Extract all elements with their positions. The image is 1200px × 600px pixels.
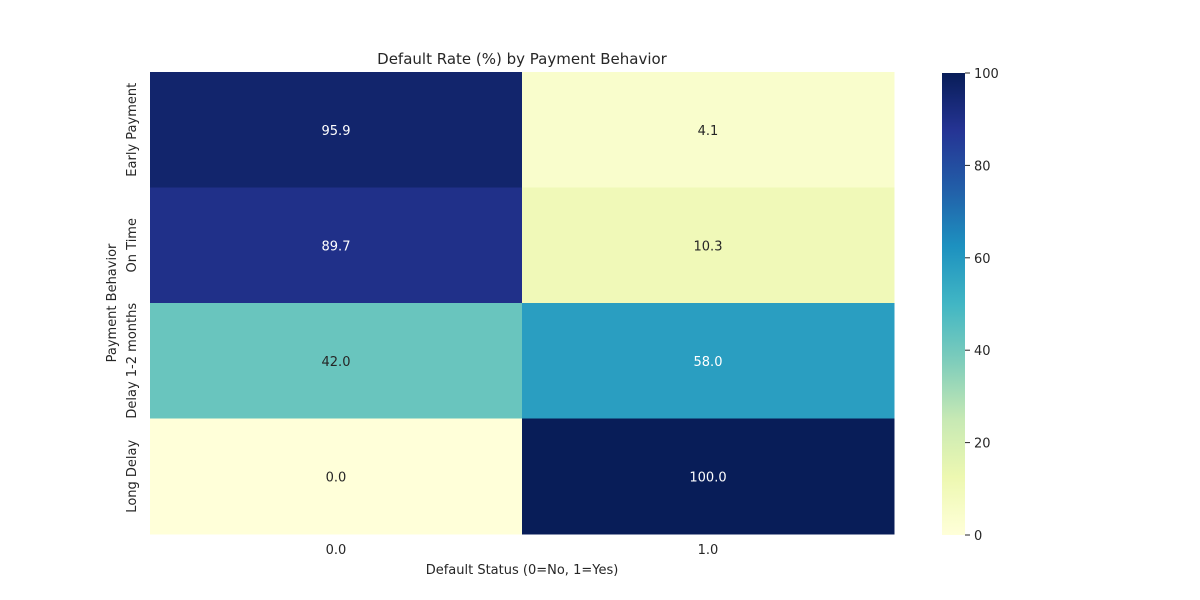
x-tick-label: 1.0: [698, 543, 719, 558]
heatmap-cell: [522, 303, 895, 419]
heatmap-cell: [150, 187, 523, 304]
colorbar: [942, 73, 965, 535]
colorbar-tick-label: 0: [974, 529, 982, 544]
heatmap-cell: [150, 72, 523, 188]
y-axis-label: Payment Behavior: [105, 243, 120, 362]
heatmap-cell-labels: 95.9 4.1 89.7 10.3 42.0 58.0 0.0 100.0: [322, 124, 727, 486]
colorbar-tick-label: 80: [974, 159, 991, 174]
cell-value-label: 95.9: [322, 124, 351, 139]
cell-value-label: 58.0: [694, 355, 723, 370]
cell-value-label: 0.0: [326, 470, 347, 485]
y-tick-label: Delay 1-2 months: [125, 303, 140, 419]
cell-value-label: 100.0: [689, 470, 726, 485]
heatmap-cells: [150, 72, 895, 535]
colorbar-tick-label: 100: [974, 67, 999, 82]
y-tick-label: Long Delay: [125, 440, 140, 513]
y-axis-ticks: Early Payment On Time Delay 1-2 months Long…: [125, 83, 140, 513]
heatmap-cell: [522, 187, 895, 304]
chart-title: Default Rate (%) by Payment Behavior: [377, 50, 668, 68]
colorbar-tick-label: 60: [974, 252, 991, 267]
colorbar-tick-label: 20: [974, 437, 991, 452]
y-tick-label: On Time: [125, 218, 140, 272]
cell-value-label: 42.0: [322, 355, 351, 370]
heatmap-cell: [150, 418, 523, 535]
heatmap-cell: [522, 72, 895, 188]
x-axis-ticks: 0.0 1.0: [326, 543, 719, 558]
y-tick-label: Early Payment: [125, 83, 140, 177]
x-tick-label: 0.0: [326, 543, 347, 558]
heatmap-cell: [522, 418, 895, 535]
cell-value-label: 10.3: [694, 239, 723, 254]
colorbar-tick-label: 40: [974, 344, 991, 359]
colorbar-ticks: 0 20 40 60 80 100: [965, 67, 999, 544]
cell-value-label: 89.7: [322, 239, 351, 254]
heatmap-cell: [150, 303, 523, 419]
x-axis-label: Default Status (0=No, 1=Yes): [426, 563, 619, 578]
cell-value-label: 4.1: [698, 124, 719, 139]
